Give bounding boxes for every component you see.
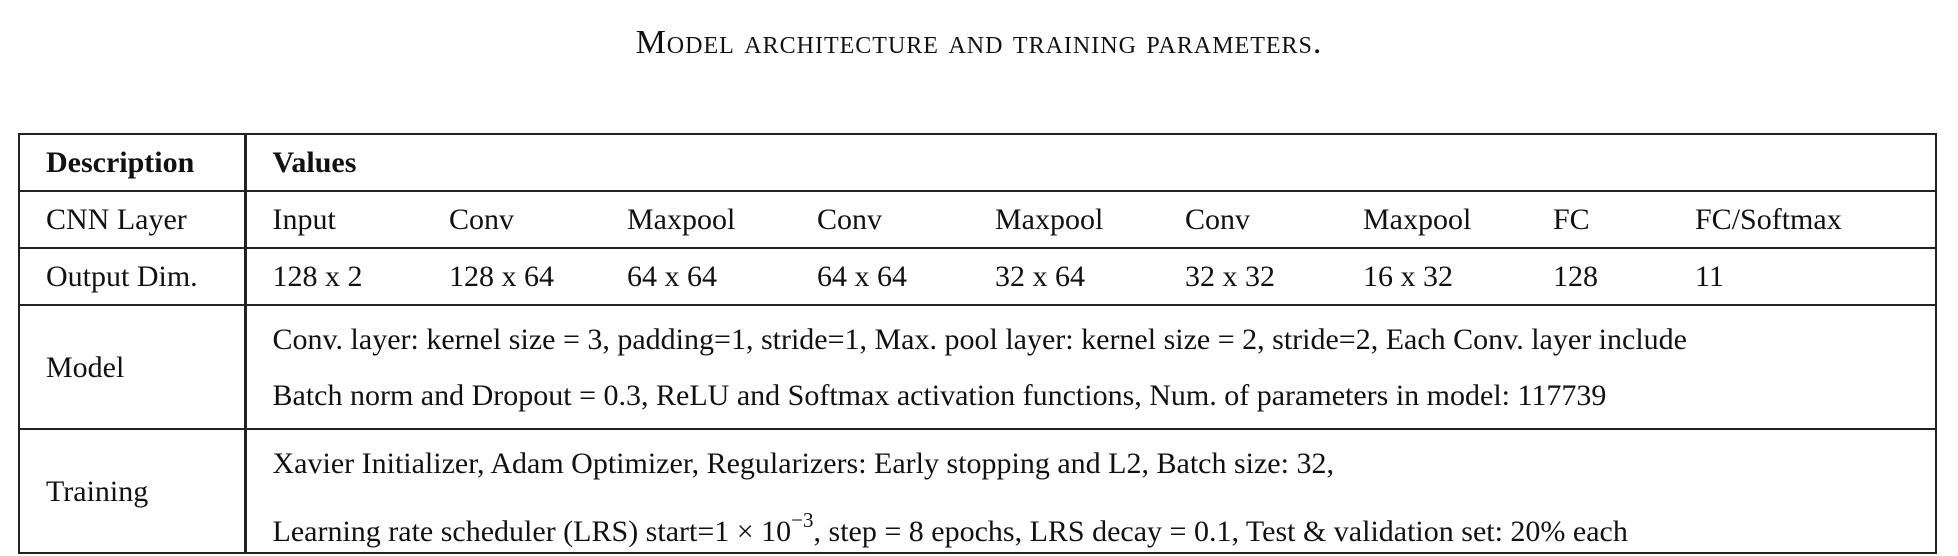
row-label-model: Model (18, 304, 247, 430)
training-line-1: Xavier Initializer, Adam Optimizer, Regu… (272, 447, 1334, 480)
table-cell: Conv (1159, 190, 1337, 249)
table-cell: 16 x 32 (1337, 247, 1527, 306)
table-cell: Maxpool (601, 190, 791, 249)
header-row: Description Values (18, 133, 1938, 192)
training-line-2: Learning rate scheduler (LRS) start=1 × … (273, 496, 1936, 552)
table-cell: 64 x 64 (791, 247, 969, 306)
table-cell: 128 x 2 (245, 247, 423, 306)
model-description: Conv. layer: kernel size = 3, padding=1,… (245, 304, 1938, 430)
header-values: Values (245, 133, 1938, 192)
model-label: Model (46, 351, 125, 384)
table-cell: Input (245, 190, 423, 249)
training-row: Training Xavier Initializer, Adam Optimi… (18, 428, 1938, 554)
parameters-table: Description Values CNN Layer Input Conv … (18, 133, 1938, 554)
model-line-1: Conv. layer: kernel size = 3, padding=1,… (272, 323, 1687, 356)
table-cell: 32 x 64 (969, 247, 1159, 306)
learning-rate-exponent: −3 (791, 508, 814, 532)
training-line-2-prefix: Learning rate scheduler (LRS) start=1 × … (272, 515, 792, 548)
row-label-cnn-layer: CNN Layer (18, 190, 247, 249)
model-line-2: Batch norm and Dropout = 0.3, ReLU and S… (272, 379, 1607, 412)
training-line-2-suffix: , step = 8 epochs, LRS decay = 0.1, Test… (813, 515, 1628, 548)
training-label: Training (46, 475, 149, 508)
output-dim-row: Output Dim. 128 x 2 128 x 64 64 x 64 64 … (18, 247, 1938, 306)
table-cell: 128 x 64 (423, 247, 601, 306)
table-cell: 64 x 64 (601, 247, 791, 306)
table-cell: Conv (791, 190, 969, 249)
table-cell: Conv (423, 190, 601, 249)
model-row: Model Conv. layer: kernel size = 3, padd… (18, 304, 1938, 430)
table-cell: 11 (1669, 247, 1938, 306)
row-label-training: Training (18, 428, 247, 554)
header-description: Description (18, 133, 247, 192)
table-cell: Maxpool (1337, 190, 1527, 249)
training-description: Xavier Initializer, Adam Optimizer, Regu… (245, 428, 1938, 554)
table-cell: FC/Softmax (1669, 190, 1938, 249)
table-cell: Maxpool (969, 190, 1159, 249)
table-cell: FC (1527, 190, 1669, 249)
table-caption: Model architecture and training paramete… (635, 24, 1323, 61)
cnn-layer-row: CNN Layer Input Conv Maxpool Conv Maxpoo… (18, 190, 1938, 249)
row-label-output-dim: Output Dim. (18, 247, 247, 306)
table-cell: 128 (1527, 247, 1669, 306)
table-cell: 32 x 32 (1159, 247, 1337, 306)
